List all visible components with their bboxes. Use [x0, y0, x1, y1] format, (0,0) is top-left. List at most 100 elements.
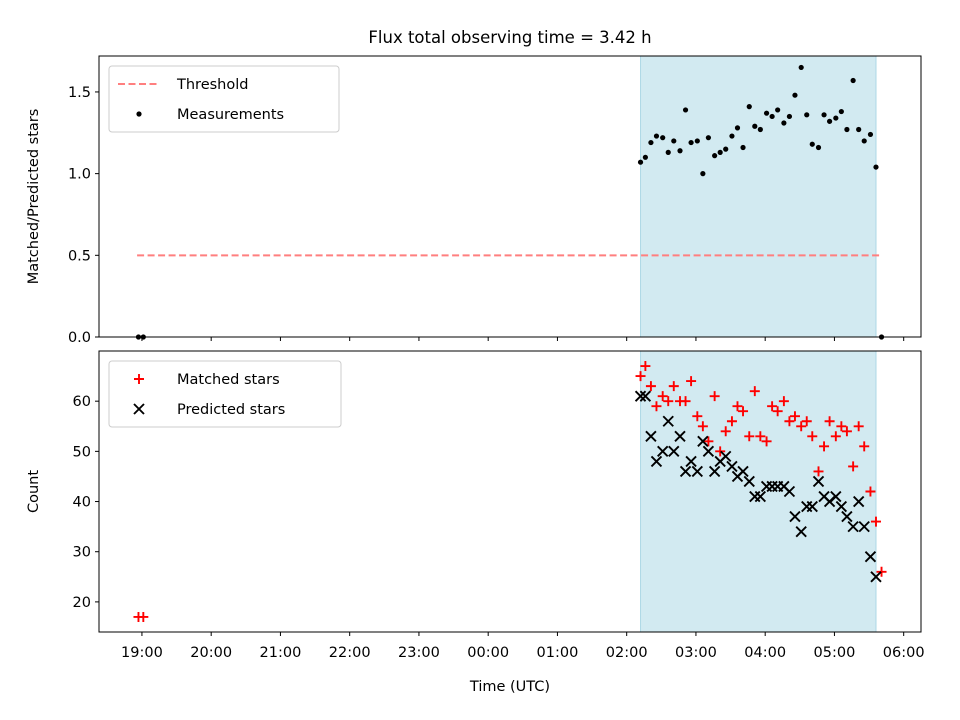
data-points: [135, 64, 885, 340]
predicted-star-point: [720, 450, 732, 463]
predicted-star-point: [858, 520, 870, 533]
x-tick-label: 20:00: [190, 645, 232, 661]
matched-star-point: [686, 376, 697, 387]
matched-star-point: [778, 396, 789, 407]
measurement-point: [838, 108, 844, 115]
predicted-star-point: [708, 465, 721, 478]
observing-window-shade: [640, 55, 877, 338]
measurement-point: [694, 138, 700, 144]
count-panel: 20 30 40 50 60 19:00 20:00 21:00 22:00 23:00 00:00…: [26, 350, 925, 661]
matched-star-point: [749, 386, 760, 397]
measurement-point: [740, 144, 746, 151]
predicted-star-point: [835, 500, 848, 513]
y-tick-label: 30: [73, 545, 91, 561]
matched-star-point: [836, 421, 847, 432]
y-tick-label: 40: [73, 495, 91, 511]
measurement-point: [757, 126, 763, 133]
x-tick-label: 03:00: [675, 645, 717, 661]
predicted-star-point: [650, 455, 663, 468]
predicted-star-point: [662, 415, 674, 427]
x-tick-label: 21:00: [260, 645, 302, 661]
matched-star-point: [796, 421, 807, 432]
measurement-point: [826, 118, 833, 124]
predicted-star-point: [726, 460, 738, 473]
x-tick-label: 05:00: [814, 645, 856, 661]
y-axis-label: Count: [26, 470, 42, 513]
matched-star-point: [824, 416, 835, 427]
matched-star-point: [853, 421, 864, 432]
matched-star-point: [767, 401, 778, 412]
measurement-point: [688, 139, 694, 146]
x-tick-label: 01:00: [537, 645, 579, 661]
measurement-point: [786, 113, 793, 120]
y-tick-label: 50: [73, 444, 91, 460]
matched-star-point: [876, 566, 887, 577]
measurement-point: [723, 146, 729, 152]
matched-star-point: [848, 461, 859, 472]
measurement-point: [665, 149, 671, 155]
measurement-point: [682, 107, 689, 113]
matched-star-point: [819, 441, 830, 452]
predicted-star-point: [812, 475, 825, 488]
predicted-star-point: [737, 465, 749, 478]
axes-frame: [98, 350, 922, 633]
y-axis-label: Matched/Predicted stars: [26, 109, 42, 285]
matched-star-point: [709, 391, 720, 402]
measurement-point: [648, 139, 654, 146]
predicted-star-point: [847, 520, 859, 533]
measurement-point: [637, 159, 644, 165]
predicted-star-point: [853, 495, 865, 508]
predicted-star-point: [645, 430, 657, 442]
predicted-star-point: [789, 510, 801, 523]
matched-star-point: [772, 406, 783, 417]
matched-star-point: [789, 411, 800, 422]
measurement-point: [671, 138, 677, 144]
x-tick-label: 00:00: [467, 645, 509, 661]
legend-predicted-swatch: [133, 403, 145, 415]
measurement-point: [729, 133, 735, 139]
legend-frame: [108, 65, 340, 133]
legend-measurement-swatch: [136, 111, 142, 117]
matched-star-point: [668, 381, 679, 392]
measurement-point: [717, 149, 723, 155]
legend-label: Measurements: [177, 107, 284, 123]
predicted-star-point: [743, 475, 755, 488]
predicted-star-point: [841, 510, 853, 523]
x-tick-label: 23:00: [398, 645, 440, 661]
matched-star-point: [813, 466, 824, 477]
predicted-star-point: [870, 571, 882, 583]
predicted-star-point: [754, 490, 767, 503]
data-points: [133, 361, 887, 622]
measurement-point: [809, 141, 815, 147]
legend-label: Predicted stars: [177, 402, 285, 418]
x-tick-label: 06:00: [883, 645, 925, 661]
measurement-point: [653, 133, 660, 139]
measurement-point: [861, 138, 867, 144]
measurement-point: [850, 77, 856, 84]
x-tick-label: 22:00: [329, 645, 371, 661]
measurement-point: [734, 125, 741, 131]
predicted-star-point: [783, 485, 796, 498]
matched-star-point: [697, 421, 708, 432]
y-tick-label: 1.0: [68, 167, 91, 183]
predicted-star-point: [674, 430, 686, 442]
matched-star-point: [720, 426, 731, 437]
predicted-star-point: [679, 465, 692, 478]
predicted-star-point: [830, 490, 842, 503]
y-tick-label: 60: [73, 394, 91, 410]
measurement-point: [815, 144, 822, 151]
measurement-point: [873, 164, 879, 170]
x-tick-label: 19:00: [121, 645, 163, 661]
measurement-point: [844, 126, 850, 133]
y-tick-label: 0.0: [68, 330, 91, 346]
matched-star-point: [841, 426, 852, 437]
matched-star-point: [732, 401, 743, 412]
predicted-star-point: [634, 390, 647, 402]
legend: Threshold Measurements: [108, 65, 340, 133]
predicted-star-point: [702, 445, 715, 458]
legend-frame: [108, 360, 342, 428]
legend-label: Matched stars: [177, 372, 280, 388]
matched-star-point: [680, 396, 691, 407]
measurement-point: [867, 131, 874, 138]
